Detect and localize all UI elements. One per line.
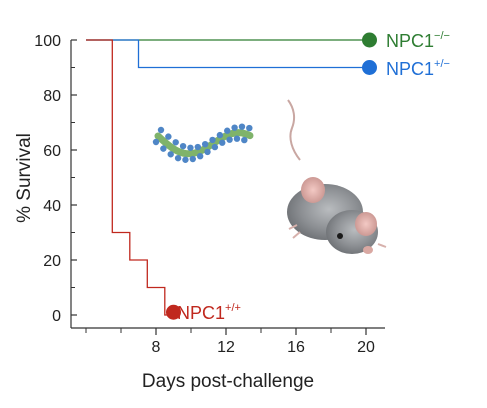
series-lines (86, 39, 370, 316)
axis-tick-labels: 0 20 40 60 80 100 8 12 16 20 (34, 33, 375, 356)
virus-glycoprotein (211, 143, 219, 151)
virus-glycoprotein (231, 124, 238, 131)
virus-glycoprotein (209, 136, 216, 144)
mouse-photo (287, 99, 387, 254)
virus-glycoprotein (172, 139, 179, 146)
series-end-marker-0 (362, 32, 377, 48)
virus-glycoprotein (216, 131, 224, 139)
series-end-marker-1 (362, 60, 377, 75)
y-tick-label: 20 (43, 253, 61, 270)
virus-filament (154, 129, 254, 158)
virus-glycoprotein (167, 151, 174, 158)
series-label-npc1-wt: NPC1+/+ (177, 302, 241, 323)
virus-glycoprotein (152, 138, 160, 146)
virus-glycoprotein (226, 136, 233, 143)
y-tick-label: 40 (43, 198, 61, 215)
virus-filament-illustration (152, 123, 254, 163)
y-tick-label: 100 (34, 33, 61, 50)
virus-glycoprotein (160, 145, 167, 152)
axis-ticks (71, 39, 367, 335)
virus-glycoprotein (233, 135, 241, 142)
virus-glycoprotein (204, 148, 211, 156)
virus-glycoprotein (182, 156, 189, 163)
virus-glycoprotein (219, 139, 226, 146)
virus-glycoprotein (179, 142, 187, 150)
y-tick-label: 0 (52, 308, 61, 325)
series-label-npc1-het: NPC1+/− (386, 58, 450, 79)
x-axis-title: Days post-challenge (142, 371, 314, 392)
x-tick-label: 20 (357, 339, 375, 356)
y-tick-label: 60 (43, 143, 61, 160)
virus-glycoprotein (196, 152, 204, 160)
virus-glycoprotein (238, 123, 246, 130)
virus-glycoprotein (224, 127, 231, 134)
series-end-markers (166, 32, 377, 320)
series-end-marker-2 (166, 304, 181, 320)
virus-glycoprotein (157, 126, 165, 134)
series-line-1 (86, 39, 370, 69)
series-line-2 (86, 39, 174, 316)
virus-glycoprotein (187, 144, 194, 151)
x-tick-label: 12 (217, 339, 235, 356)
virus-glycoprotein (189, 155, 196, 163)
virus-glycoprotein (194, 143, 201, 151)
x-tick-label: 8 (152, 339, 161, 356)
virus-glycoprotein (201, 140, 209, 148)
virus-glycoprotein (241, 136, 248, 144)
virus-glycoprotein (246, 124, 253, 132)
virus-glycoprotein (174, 154, 182, 162)
virus-glycoprotein (165, 133, 172, 140)
series-label-npc1-null: NPC1−/− (386, 30, 450, 51)
x-tick-label: 16 (287, 339, 305, 356)
y-tick-label: 80 (43, 88, 61, 105)
y-axis-title: % Survival (14, 133, 35, 223)
